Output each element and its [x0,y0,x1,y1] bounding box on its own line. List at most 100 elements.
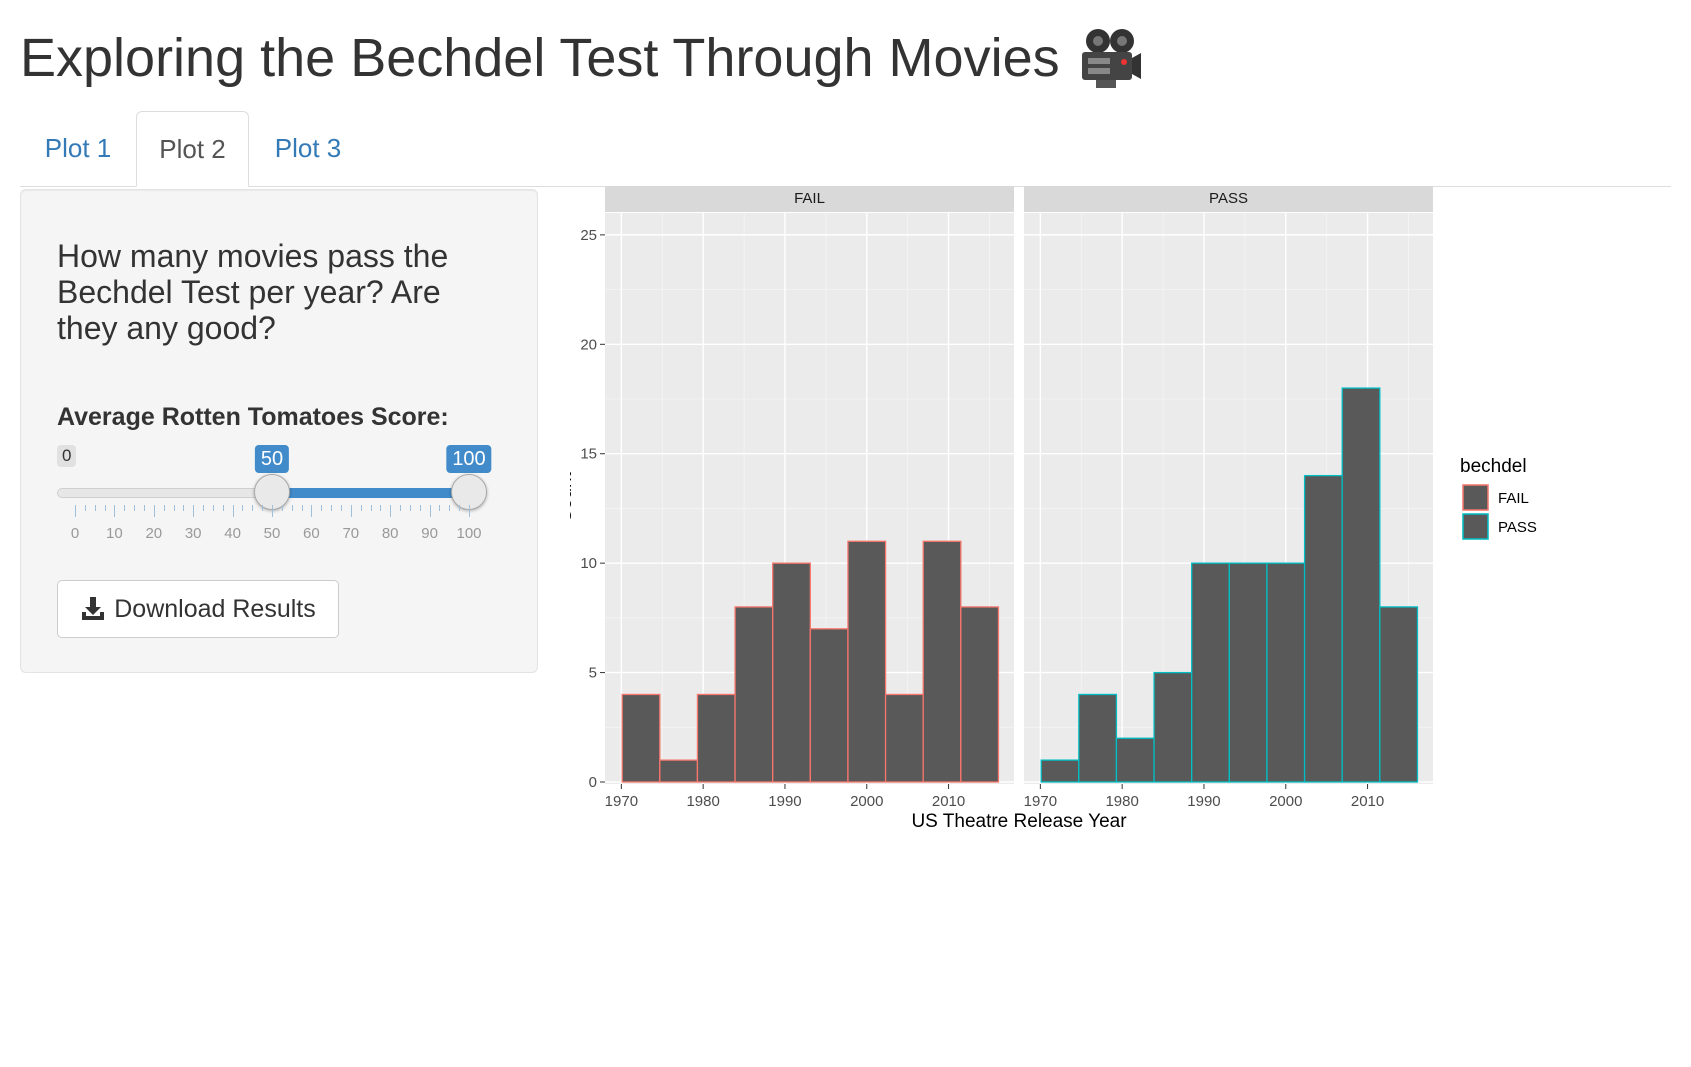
slider-tick [222,505,224,511]
facet-strip-label: FAIL [794,190,825,207]
slider-tick [84,505,86,511]
slider-tick [439,505,441,511]
page-title-text: Exploring the Bechdel Test Through Movie… [20,28,1060,88]
slider-tick [350,505,352,517]
slider-tick [212,505,214,511]
tab-plot-1[interactable]: Plot 1 [44,133,112,163]
slider-tick-label: 10 [106,525,123,542]
histogram-bar [1341,387,1381,783]
slider-tick-label: 60 [303,525,320,542]
legend-label: FAIL [1498,490,1529,507]
slider-tick [252,505,254,511]
slider-tick [419,505,421,511]
x-tick-label: 2000 [850,793,883,810]
facet-strip [1024,186,1433,212]
download-label: Download Results [114,594,316,623]
histogram-bar [734,606,774,783]
x-tick-label: 1990 [768,793,801,810]
slider-selected-range[interactable] [272,488,469,498]
x-tick-label: 1970 [1024,793,1057,810]
slider-tick [262,505,264,511]
slider-tick-label: 30 [184,525,202,542]
slider-tick [390,505,392,517]
x-tick-label: 2010 [932,793,965,810]
histogram-bar [922,540,962,783]
tab-plot-3[interactable]: Plot 3 [274,133,342,163]
slider-tick [321,505,323,511]
slider-tick-label: 40 [224,525,241,542]
x-tick-label: 1980 [1105,793,1138,810]
slider-tick [469,505,470,517]
slider-tick-label: 0 [70,525,80,542]
slider-tick [134,505,136,511]
histogram-bar [1191,562,1230,783]
slider-tick [153,505,155,517]
y-axis-title: Count [570,471,576,522]
slider-tick [340,505,342,511]
slider-tick [104,505,106,511]
facet-strip [605,186,1014,212]
slider-tick [163,505,165,511]
slider-tick [449,505,451,511]
slider-tick [281,505,283,511]
slider-to-value: 100 [446,445,492,473]
slider-tick-label: 80 [381,525,399,542]
slider-tick [331,505,333,511]
slider-tick [291,505,293,511]
download-results-button[interactable]: Download Results [57,580,339,638]
slider-tick [94,505,96,511]
slider-min-label: 0 [57,445,77,467]
page-title: Exploring the Bechdel Test Through Movie… [20,26,1142,90]
histogram-bar [1040,759,1080,783]
score-range-slider[interactable]: 0 50 100 0 10 20 30 40 50 60 70 80 90 100 [57,445,492,555]
slider-tick [173,505,175,511]
slider-tick-label: 100 [456,525,482,542]
histogram-bar [1115,737,1155,783]
slider-ticks: 0 10 20 30 40 50 60 70 80 90 100 [57,505,487,545]
histogram-bar [1078,693,1118,783]
slider-tick-label: 20 [145,525,163,542]
legend-title: bechdel [1460,456,1527,477]
y-tick-label: 25 [580,227,597,244]
legend-label: PASS [1498,519,1537,536]
slider-tick [311,505,313,517]
slider-tick-label: 50 [263,525,281,542]
tab-plot-2[interactable]: Plot 2 [136,111,249,187]
sidebar-question: How many movies pass the Bechdel Test pe… [57,238,449,346]
slider-tick [360,505,362,511]
y-tick-label: 20 [580,336,597,353]
x-tick-label: 1980 [686,793,719,810]
histogram-bar [1379,606,1419,783]
slider-tick [203,505,205,511]
slider-tick [400,505,402,511]
legend-key [1462,513,1489,540]
facet-strip-label: PASS [1209,190,1248,207]
slider-tick [459,505,461,511]
slider-tick [242,505,244,511]
y-tick-label: 10 [580,555,597,572]
y-tick-label: 0 [589,774,597,791]
x-tick-label: 2000 [1269,793,1302,810]
legend-key [1462,484,1489,511]
slider-to-handle[interactable] [451,474,487,510]
slider-tick [193,505,195,517]
histogram-bar [1303,474,1343,783]
slider-tick [232,505,234,517]
sidebar-panel: How many movies pass the Bechdel Test pe… [20,189,538,673]
download-icon [82,597,105,620]
slider-tick-label: 90 [421,525,438,542]
histogram-bar [621,693,661,783]
histogram-bar [847,540,887,783]
slider-tick [272,505,273,517]
slider-tick [301,505,303,511]
slider-tick [183,505,185,511]
slider-label: Average Rotten Tomatoes Score: [57,403,449,431]
x-tick-label: 2010 [1351,793,1384,810]
x-axis-title: US Theatre Release Year [911,811,1127,832]
histogram-bar [659,759,699,783]
slider-tick [370,505,372,511]
histogram-bar [1228,562,1268,783]
slider-from-value: 50 [254,445,290,473]
histogram-bar [960,606,1000,783]
